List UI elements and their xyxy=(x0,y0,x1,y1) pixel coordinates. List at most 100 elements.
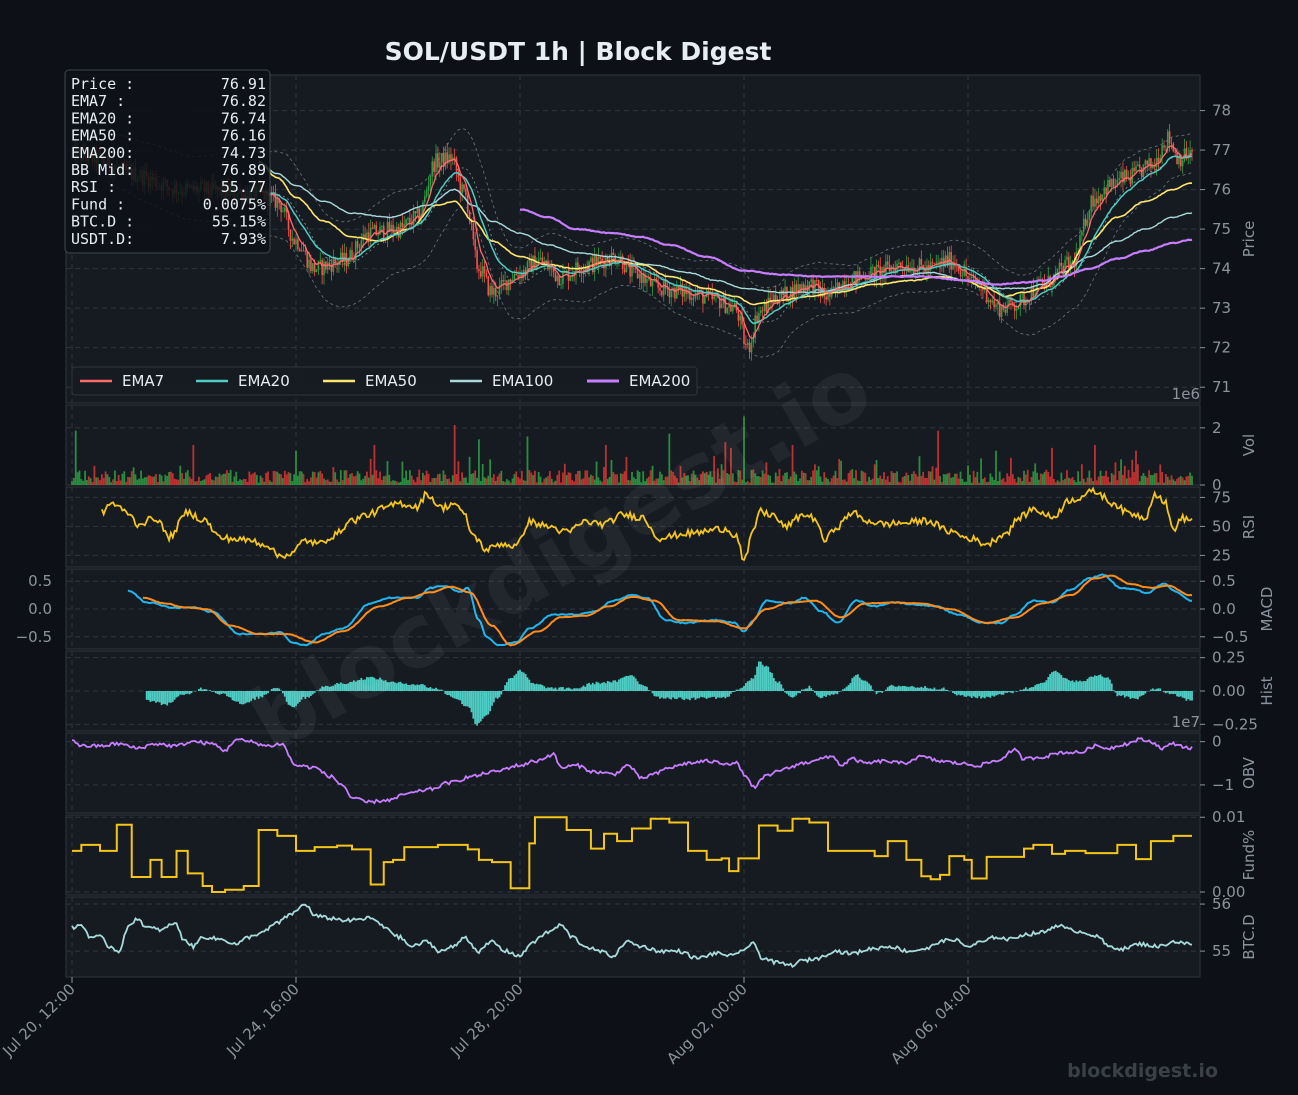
candle-body xyxy=(409,218,411,223)
volume-bar xyxy=(203,479,206,485)
volume-bar xyxy=(746,480,749,485)
info-label-3: EMA50 : xyxy=(71,127,134,145)
candle-body xyxy=(452,157,454,161)
hist-bar xyxy=(390,681,393,691)
hist-bar xyxy=(429,687,432,691)
volume-bar xyxy=(384,475,387,485)
volume-bar xyxy=(903,475,906,485)
volume-bar xyxy=(845,481,848,485)
hist-bar xyxy=(851,678,854,691)
candle-body xyxy=(1118,178,1120,180)
volume-bar xyxy=(1062,480,1065,485)
volume-bar xyxy=(143,477,146,485)
hist-bar xyxy=(939,689,941,691)
hist-bar xyxy=(657,691,660,697)
hist-bar xyxy=(954,691,956,695)
volume-bar xyxy=(1118,471,1121,485)
candle-body xyxy=(1176,152,1178,165)
hist-bar xyxy=(323,686,325,691)
volume-bar xyxy=(315,477,318,485)
volume-bar xyxy=(338,482,340,485)
volume-bar xyxy=(744,482,747,485)
y-axis-label-hist: Hist xyxy=(1258,676,1276,705)
hist-bar xyxy=(674,691,676,699)
hist-bar xyxy=(1024,687,1027,691)
volume-bar xyxy=(80,479,83,485)
hist-bar xyxy=(171,691,174,702)
volume-bar xyxy=(761,470,764,485)
hist-bar xyxy=(530,682,533,691)
candle-body xyxy=(459,177,462,194)
candle-body xyxy=(946,255,949,266)
y-tick-label: 78 xyxy=(1212,102,1231,120)
hist-bar xyxy=(795,691,798,696)
candle-body xyxy=(521,272,523,279)
volume-bar xyxy=(1174,481,1177,485)
volume-bar xyxy=(410,475,413,485)
candle-body xyxy=(933,263,936,264)
volume-bar xyxy=(954,473,956,485)
y-axis-label-obv: OBV xyxy=(1240,756,1258,789)
hist-bar xyxy=(1172,691,1175,695)
info-box-bg xyxy=(64,69,271,254)
candle-body xyxy=(644,274,646,283)
volume-bar xyxy=(425,470,428,485)
volume-bar xyxy=(1095,480,1098,485)
hist-bar xyxy=(145,691,148,700)
candle-body xyxy=(480,271,482,277)
hist-bar xyxy=(289,691,292,706)
candle-body xyxy=(1008,297,1010,306)
volume-bar xyxy=(692,470,695,485)
hist-bar xyxy=(181,691,184,695)
hist-bar xyxy=(451,691,454,698)
hist-bar xyxy=(1170,691,1173,694)
candle-body xyxy=(1125,169,1128,178)
candle-body xyxy=(853,271,855,278)
volume-bar xyxy=(646,478,648,485)
hist-bar xyxy=(1103,677,1106,691)
hist-bar xyxy=(618,679,620,691)
volume-bar xyxy=(677,482,680,485)
hist-bar xyxy=(545,688,548,691)
candle-body xyxy=(412,211,415,225)
hist-bar xyxy=(771,673,773,691)
volume-bar xyxy=(175,479,178,485)
hist-bar xyxy=(199,687,202,691)
hist-bar xyxy=(349,682,352,691)
y-tick-label: 50 xyxy=(1212,517,1231,535)
hist-bar xyxy=(528,679,531,691)
volume-bar xyxy=(886,476,889,485)
info-value-9: 7.93% xyxy=(221,230,266,248)
hist-bar xyxy=(380,679,383,691)
volume-bar xyxy=(367,477,370,485)
candle-body xyxy=(450,154,452,161)
volume-bar xyxy=(1183,480,1186,485)
volume-bar xyxy=(1144,475,1147,485)
volume-bar xyxy=(769,475,772,485)
hist-bar xyxy=(911,685,913,691)
volume-bar xyxy=(838,459,841,485)
volume-bar xyxy=(614,474,617,485)
candle-body xyxy=(1133,167,1135,172)
volume-bar xyxy=(896,471,898,485)
hist-bar xyxy=(922,687,925,691)
volume-bar xyxy=(812,470,814,485)
hist-bar xyxy=(1084,681,1087,691)
hist-bar xyxy=(802,689,805,691)
hist-bar xyxy=(405,683,408,691)
volume-bar xyxy=(1032,471,1035,485)
volume-bar xyxy=(616,474,618,485)
volume-bar xyxy=(808,480,811,485)
volume-bar xyxy=(530,472,533,485)
volume-bar xyxy=(390,481,393,485)
candle-body xyxy=(786,286,788,302)
volume-bar xyxy=(823,472,826,485)
volume-bar xyxy=(1127,469,1130,485)
hist-bar xyxy=(687,691,689,700)
candle-body xyxy=(524,269,527,275)
volume-bar xyxy=(341,480,344,485)
volume-bar xyxy=(1170,475,1173,485)
hist-bar xyxy=(1071,680,1074,691)
volume-bar xyxy=(257,482,260,485)
